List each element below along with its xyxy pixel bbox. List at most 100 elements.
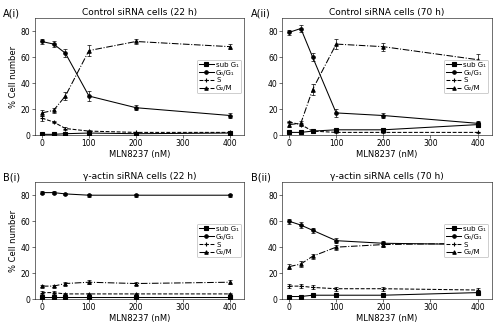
G₀/G₁ [86, 94, 92, 98]
sub G₁ [286, 130, 292, 134]
Line: G₂/M: G₂/M [288, 42, 480, 126]
G₂/M [62, 282, 68, 286]
Text: A(i): A(i) [4, 9, 20, 19]
sub G₁ [228, 295, 234, 299]
S [133, 292, 139, 296]
Line: G₂/M: G₂/M [40, 40, 232, 115]
Line: S: S [286, 284, 480, 293]
G₂/M [39, 111, 45, 115]
S [228, 292, 234, 296]
G₀/G₁ [333, 111, 339, 115]
Line: sub G₁: sub G₁ [288, 291, 480, 298]
S [62, 292, 68, 296]
S [310, 129, 316, 133]
S [39, 116, 45, 120]
sub G₁ [298, 130, 304, 134]
G₂/M [474, 58, 480, 62]
S [286, 284, 292, 288]
S [86, 292, 92, 296]
sub G₁ [310, 293, 316, 297]
G₂/M [298, 262, 304, 266]
G₂/M [298, 121, 304, 125]
S [474, 288, 480, 292]
G₂/M [286, 265, 292, 269]
G₂/M [50, 284, 56, 288]
G₂/M [333, 245, 339, 249]
S [333, 287, 339, 291]
Title: Control siRNA cells (22 h): Control siRNA cells (22 h) [82, 8, 197, 17]
sub G₁ [380, 128, 386, 132]
Legend: sub G₁, G₀/G₁, S, G₂/M: sub G₁, G₀/G₁, S, G₂/M [444, 224, 488, 258]
S [86, 129, 92, 133]
S [39, 291, 45, 295]
G₂/M [39, 284, 45, 288]
G₂/M [133, 39, 139, 43]
Line: G₀/G₁: G₀/G₁ [40, 191, 232, 197]
G₀/G₁ [50, 42, 56, 46]
G₀/G₁ [380, 241, 386, 245]
sub G₁ [333, 293, 339, 297]
S [50, 120, 56, 124]
X-axis label: MLN8237 (nM): MLN8237 (nM) [109, 314, 170, 323]
Line: G₀/G₁: G₀/G₁ [288, 219, 480, 246]
Title: γ-actin siRNA cells (70 h): γ-actin siRNA cells (70 h) [330, 172, 444, 181]
sub G₁ [474, 122, 480, 126]
G₂/M [62, 94, 68, 98]
sub G₁ [380, 293, 386, 297]
S [380, 130, 386, 134]
G₀/G₁ [298, 26, 304, 30]
X-axis label: MLN8237 (nM): MLN8237 (nM) [356, 314, 418, 323]
G₀/G₁ [62, 51, 68, 55]
G₂/M [474, 241, 480, 245]
sub G₁ [39, 132, 45, 136]
S [333, 130, 339, 134]
Line: G₀/G₁: G₀/G₁ [40, 40, 232, 117]
Line: sub G₁: sub G₁ [40, 131, 232, 136]
G₀/G₁ [310, 55, 316, 59]
Line: S: S [286, 119, 480, 135]
G₂/M [50, 108, 56, 112]
Text: B(ii): B(ii) [250, 173, 270, 183]
Title: γ-actin siRNA cells (22 h): γ-actin siRNA cells (22 h) [83, 172, 196, 181]
sub G₁ [474, 291, 480, 295]
G₀/G₁ [298, 223, 304, 227]
G₀/G₁ [286, 219, 292, 223]
G₂/M [228, 45, 234, 49]
Line: sub G₁: sub G₁ [288, 123, 480, 134]
G₀/G₁ [133, 106, 139, 110]
G₀/G₁ [380, 114, 386, 118]
sub G₁ [286, 295, 292, 299]
G₀/G₁ [474, 243, 480, 247]
G₂/M [286, 122, 292, 126]
G₂/M [380, 45, 386, 49]
G₀/G₁ [286, 30, 292, 34]
Line: G₂/M: G₂/M [288, 242, 480, 268]
G₂/M [310, 254, 316, 258]
Text: B(i): B(i) [4, 173, 20, 183]
X-axis label: MLN8237 (nM): MLN8237 (nM) [109, 150, 170, 159]
G₀/G₁ [39, 191, 45, 195]
S [62, 126, 68, 130]
G₀/G₁ [50, 191, 56, 195]
G₀/G₁ [133, 193, 139, 197]
G₀/G₁ [228, 193, 234, 197]
G₂/M [310, 88, 316, 92]
S [50, 291, 56, 295]
S [133, 130, 139, 134]
S [380, 287, 386, 291]
G₂/M [228, 280, 234, 284]
Line: S: S [40, 116, 232, 135]
sub G₁ [133, 132, 139, 136]
Line: G₂/M: G₂/M [40, 280, 232, 288]
S [286, 120, 292, 124]
G₂/M [133, 282, 139, 286]
G₂/M [86, 49, 92, 53]
Y-axis label: % Cell number: % Cell number [9, 210, 18, 272]
Line: G₀/G₁: G₀/G₁ [288, 27, 480, 125]
sub G₁ [228, 131, 234, 135]
S [474, 130, 480, 134]
Line: sub G₁: sub G₁ [40, 295, 232, 298]
Text: A(ii): A(ii) [250, 9, 270, 19]
G₀/G₁ [474, 121, 480, 125]
Legend: sub G₁, G₀/G₁, S, G₂/M: sub G₁, G₀/G₁, S, G₂/M [196, 60, 241, 93]
